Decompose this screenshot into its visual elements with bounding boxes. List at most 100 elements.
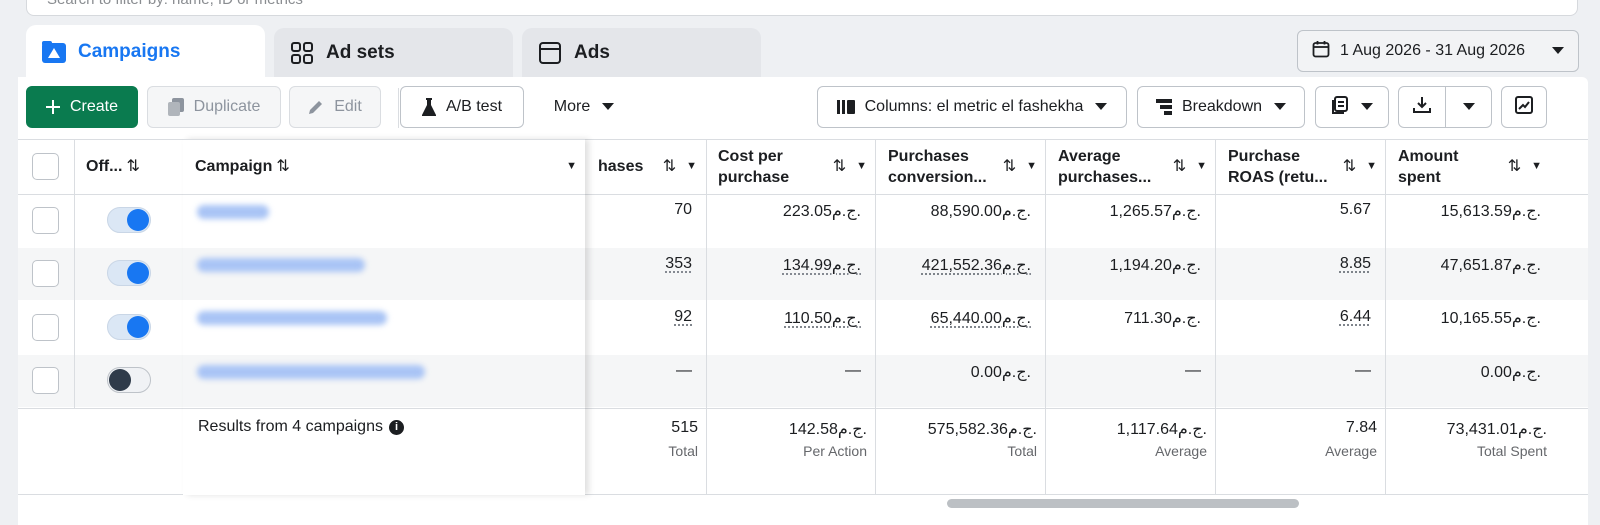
column-header-label: Amount spent — [1398, 147, 1459, 186]
column-header-purchases[interactable]: hases ⇅ ▼ — [598, 139, 705, 194]
flask-icon — [421, 98, 436, 116]
duplicate-icon — [167, 98, 184, 116]
export-button[interactable] — [1398, 86, 1446, 128]
date-range-label: 1 Aug 2026 - 31 Aug 2026 — [1340, 42, 1526, 59]
chevron-down-icon — [1462, 98, 1475, 116]
campaign-name-link[interactable] — [197, 365, 425, 379]
breakdown-icon — [1155, 99, 1172, 115]
sort-icon[interactable]: ⇅ — [1002, 158, 1017, 175]
date-range-picker[interactable]: 1 Aug 2026 - 31 Aug 2026 — [1297, 30, 1579, 72]
campaign-toggle[interactable] — [107, 367, 151, 393]
purchases-value[interactable]: 92 — [674, 308, 692, 325]
results-summary-label: Results from 4 campaigns — [198, 418, 383, 435]
purchases-conversion-value[interactable]: 65,440.00ج.م. — [930, 310, 1031, 327]
average-purchases-value: 1,194.20ج.م. — [1109, 257, 1201, 274]
download-icon — [1413, 96, 1431, 119]
sort-icon[interactable]: ⇅ — [662, 158, 677, 175]
chevron-down-icon[interactable]: ▼ — [1366, 160, 1377, 172]
purchases-conversion-value[interactable]: 421,552.36ج.م. — [921, 257, 1031, 274]
tab-ads[interactable]: Ads — [522, 28, 761, 78]
column-header-label: Average purchases... — [1058, 147, 1152, 186]
row-checkbox[interactable] — [32, 367, 59, 394]
column-header-cost-per-purchase[interactable]: Cost per purchase ⇅ ▼ — [718, 139, 875, 194]
campaign-toggle[interactable] — [107, 260, 151, 286]
chevron-down-icon[interactable]: ▼ — [1026, 160, 1037, 172]
sort-icon[interactable]: ⇅ — [126, 158, 140, 175]
duplicate-button[interactable]: Duplicate — [147, 86, 281, 128]
campaign-name-link[interactable] — [197, 311, 387, 325]
horizontal-scrollbar[interactable] — [947, 499, 1299, 508]
column-header-amount-spent[interactable]: Amount spent ⇅ ▼ — [1398, 139, 1550, 194]
info-icon[interactable]: i — [388, 419, 404, 435]
chevron-down-icon[interactable]: ▼ — [686, 160, 697, 172]
grid-icon — [290, 41, 314, 65]
row-checkbox[interactable] — [32, 260, 59, 287]
table-row-stripe — [183, 355, 585, 407]
purchase-roas-value[interactable]: 6.44 — [1339, 308, 1371, 325]
table-border — [18, 408, 1588, 409]
column-header-purchases-conversion[interactable]: Purchases conversion... ⇅ ▼ — [888, 139, 1045, 194]
tab-campaigns[interactable]: Campaigns — [26, 25, 265, 78]
column-header-label: Off... — [86, 158, 123, 175]
cost-per-purchase-value[interactable]: 110.50ج.م. — [784, 310, 861, 327]
tab-ad-sets[interactable]: Ad sets — [274, 28, 513, 78]
charts-button[interactable] — [1501, 86, 1547, 128]
results-summary: Results from 4 campaigns i — [198, 418, 404, 436]
search-input[interactable]: Search to filter by: name, ID or metrics — [26, 0, 1578, 16]
total-average-caption: Average — [1155, 443, 1207, 459]
column-header-label: Campaign — [195, 158, 273, 175]
toggle-knob — [127, 316, 149, 338]
column-header-offon[interactable]: Off... ⇅ — [86, 139, 182, 194]
campaign-name-link[interactable] — [197, 205, 269, 219]
sort-icon[interactable]: ⇅ — [1342, 158, 1357, 175]
ab-test-label: A/B test — [445, 98, 503, 115]
ab-test-button[interactable]: A/B test — [400, 86, 524, 128]
reports-icon — [1331, 95, 1349, 119]
row-checkbox[interactable] — [32, 314, 59, 341]
column-header-purchase-roas[interactable]: Purchase ROAS (retu... ⇅ ▼ — [1228, 139, 1385, 194]
sort-icon[interactable]: ⇅ — [832, 158, 847, 175]
purchases-value[interactable]: 353 — [665, 255, 692, 272]
column-divider — [875, 139, 876, 495]
column-header-campaign[interactable]: Campaign ⇅ ▼ — [195, 139, 585, 194]
sort-icon[interactable]: ⇅ — [1507, 158, 1522, 175]
campaign-name-link[interactable] — [197, 258, 365, 272]
chevron-down-icon[interactable]: ▼ — [566, 160, 577, 172]
cost-per-purchase-value[interactable]: 134.99ج.م. — [782, 257, 861, 274]
sort-icon[interactable]: ⇅ — [276, 158, 290, 175]
column-header-label: Cost per purchase — [718, 147, 790, 186]
purchases-value: 70 — [674, 201, 692, 218]
trend-chart-icon — [1515, 95, 1533, 119]
purchases-value: — — [676, 362, 692, 379]
reports-button[interactable] — [1315, 86, 1389, 128]
total-average-purchases: 1,117.64ج.م. — [1116, 421, 1207, 438]
create-button[interactable]: Create — [26, 86, 138, 128]
campaign-toggle[interactable] — [107, 314, 151, 340]
duplicate-label: Duplicate — [193, 98, 261, 115]
chevron-down-icon[interactable]: ▼ — [856, 160, 867, 172]
columns-button[interactable]: Columns: el metric el fashekha — [817, 86, 1127, 128]
chevron-down-icon[interactable]: ▼ — [1531, 160, 1542, 172]
total-roas-caption: Average — [1325, 443, 1377, 459]
table-border — [18, 139, 1588, 140]
tab-ads-label: Ads — [574, 42, 610, 63]
campaign-toggle[interactable] — [107, 207, 151, 233]
cost-per-purchase-value: — — [845, 362, 861, 379]
export-menu-button[interactable] — [1445, 86, 1492, 128]
edit-button[interactable]: Edit — [289, 86, 381, 128]
chevron-down-icon[interactable]: ▼ — [1196, 160, 1207, 172]
more-button[interactable]: More — [538, 86, 630, 128]
column-header-average-purchases[interactable]: Average purchases... ⇅ ▼ — [1058, 139, 1215, 194]
table-border — [183, 408, 585, 409]
toggle-knob — [109, 369, 131, 391]
column-divider — [1385, 139, 1386, 495]
sort-icon[interactable]: ⇅ — [1172, 158, 1187, 175]
purchase-roas-value[interactable]: 8.85 — [1339, 255, 1371, 272]
total-purchases-caption: Total — [668, 443, 698, 459]
select-all-checkbox[interactable] — [32, 153, 59, 180]
total-conversion-caption: Total — [1007, 443, 1037, 459]
breakdown-button[interactable]: Breakdown — [1137, 86, 1305, 128]
toggle-knob — [127, 209, 149, 231]
column-divider — [1045, 139, 1046, 495]
row-checkbox[interactable] — [32, 207, 59, 234]
